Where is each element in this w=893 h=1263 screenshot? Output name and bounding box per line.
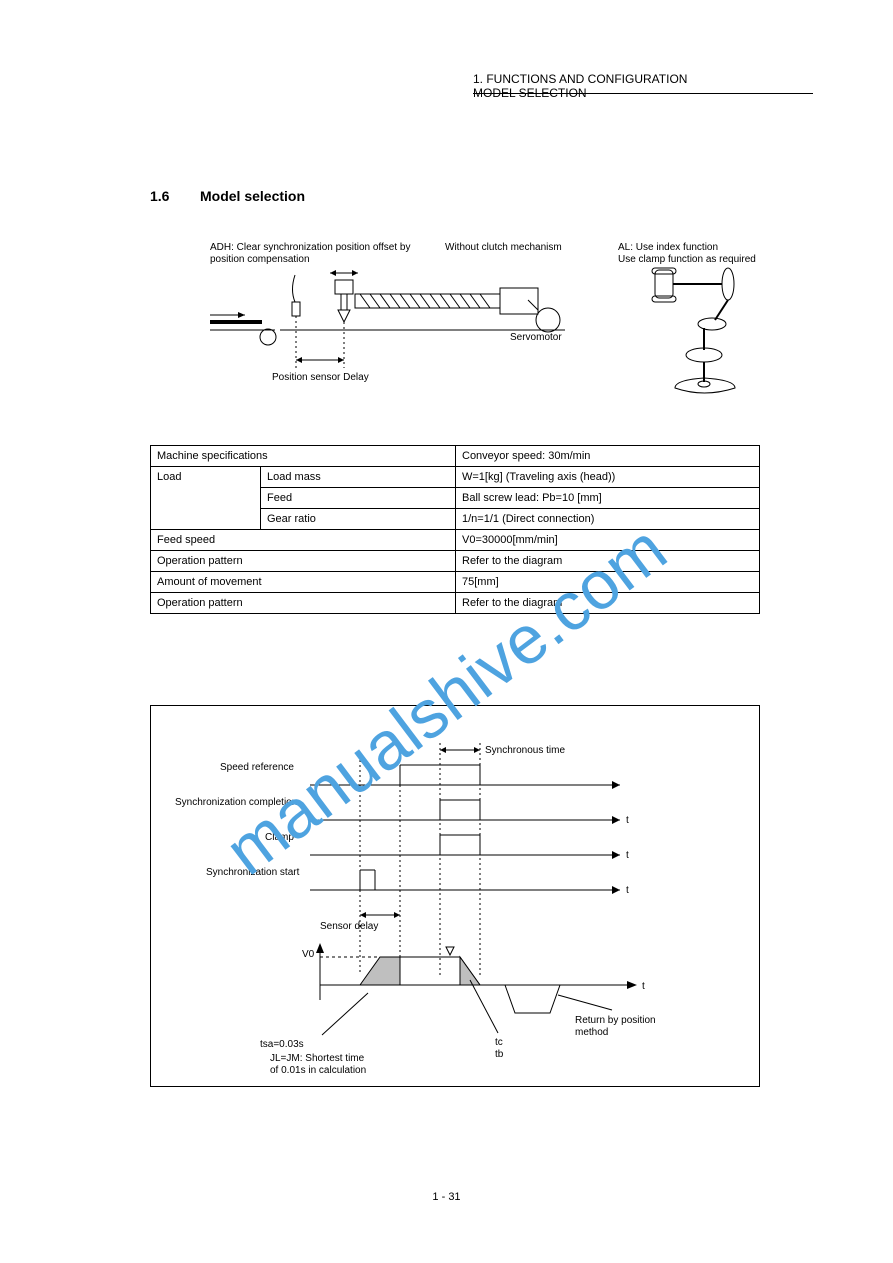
lbl-rtn2: method	[575, 1027, 608, 1038]
lbl-speedref: Speed reference	[220, 762, 294, 773]
lbl-synccomplete: Synchronization completion	[175, 797, 297, 808]
cell: Amount of movement	[151, 572, 456, 593]
cell: Refer to the diagram	[456, 551, 760, 572]
lbl-synctime: Synchronous time	[485, 745, 565, 756]
lbl-delay2: Sensor delay	[320, 921, 378, 932]
table-row: Machine specifications Conveyor speed: 3…	[151, 446, 760, 467]
cell: Operation pattern	[151, 551, 456, 572]
lbl-syncstart: Synchronization start	[206, 867, 300, 878]
cell: Ball screw lead: Pb=10 [mm]	[456, 488, 760, 509]
adh-label2: position compensation	[210, 254, 310, 265]
page-number: 1 - 31	[0, 1191, 893, 1203]
lbl-tsa: tsa=0.03s	[260, 1039, 304, 1050]
lbl-tc: tc	[495, 1037, 503, 1048]
al-label2: Use clamp function as required	[618, 254, 756, 265]
timing-chart: Speed reference Synchronization completi…	[150, 725, 760, 1095]
cell: Machine specifications	[151, 446, 456, 467]
conveyor-label: Without clutch mechanism	[445, 242, 562, 253]
servo-label: Servomotor	[510, 332, 562, 343]
cell: W=1[kg] (Traveling axis (head))	[456, 467, 760, 488]
lbl-clamp: Clamp	[265, 832, 294, 843]
table-row: Operation pattern Refer to the diagram	[151, 551, 760, 572]
cell: Refer to the diagram	[456, 593, 760, 614]
header-underline	[473, 93, 813, 94]
cell: Conveyor speed: 30m/min	[456, 446, 760, 467]
delay-label: Position sensor Delay	[272, 372, 369, 383]
t-tag1: t	[626, 815, 629, 826]
t-tag2: t	[626, 850, 629, 861]
adh-label1: ADH: Clear synchronization position offs…	[210, 242, 410, 253]
al-label1: AL: Use index function	[618, 242, 718, 253]
section-number: 1.6	[150, 188, 169, 204]
cell: Load	[151, 467, 261, 530]
t-tag3: t	[626, 885, 629, 896]
lbl-jl1: JL=JM: Shortest time	[270, 1053, 365, 1064]
table-row: Load Load mass W=1[kg] (Traveling axis (…	[151, 467, 760, 488]
spec-table: Machine specifications Conveyor speed: 3…	[150, 445, 760, 614]
top-diagram: ADH: Clear synchronization position offs…	[210, 240, 770, 410]
table-row: Feed speed V0=30000[mm/min]	[151, 530, 760, 551]
section-title: Model selection	[200, 188, 305, 204]
cell: Operation pattern	[151, 593, 456, 614]
header-line1: 1. FUNCTIONS AND CONFIGURATION	[473, 72, 687, 86]
cell: Feed speed	[151, 530, 456, 551]
lbl-tb: tb	[495, 1049, 504, 1060]
table-row: Amount of movement 75[mm]	[151, 572, 760, 593]
lbl-v0: V0	[302, 949, 315, 960]
cell: Feed	[261, 488, 456, 509]
table-row: Operation pattern Refer to the diagram	[151, 593, 760, 614]
cell: Gear ratio	[261, 509, 456, 530]
lbl-jl2: of 0.01s in calculation	[270, 1065, 366, 1076]
t-tag4: t	[642, 981, 645, 992]
cell: 75[mm]	[456, 572, 760, 593]
lbl-rtn1: Return by position	[575, 1015, 656, 1026]
cell: 1/n=1/1 (Direct connection)	[456, 509, 760, 530]
cell: V0=30000[mm/min]	[456, 530, 760, 551]
header-lines: 1. FUNCTIONS AND CONFIGURATION MODEL SEL…	[473, 72, 813, 100]
cell: Load mass	[261, 467, 456, 488]
